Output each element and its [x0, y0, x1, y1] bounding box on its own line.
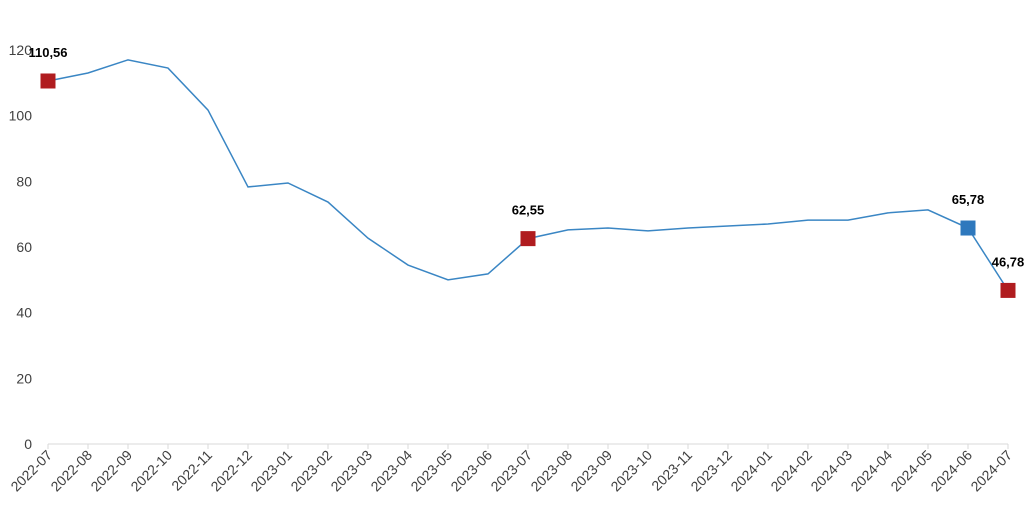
marker [960, 220, 976, 236]
x-tick-label: 2022-11 [168, 447, 215, 494]
x-tick-label: 2023-10 [607, 447, 655, 495]
x-tick-label: 2023-03 [327, 447, 375, 495]
x-tick-label: 2023-11 [648, 447, 695, 494]
x-tick-label: 2023-01 [247, 447, 295, 495]
x-tick-label: 2024-07 [967, 447, 1015, 495]
x-tick-label: 2024-01 [727, 447, 775, 495]
y-tick-label: 20 [16, 370, 32, 386]
y-tick-label: 60 [16, 239, 32, 255]
x-tick-label: 2023-04 [367, 447, 415, 495]
x-tick-label: 2022-09 [87, 447, 135, 495]
y-tick-label: 40 [16, 305, 32, 321]
x-tick-label: 2024-05 [887, 447, 935, 495]
y-tick-label: 0 [24, 436, 32, 452]
marker [1000, 282, 1016, 298]
value-label: 110,56 [28, 45, 67, 60]
x-tick-label: 2024-02 [767, 447, 815, 495]
y-tick-label: 100 [9, 108, 33, 124]
marker [40, 73, 56, 89]
x-tick-label: 2023-07 [487, 447, 535, 495]
marker [520, 231, 536, 247]
y-tick-label: 80 [16, 173, 32, 189]
x-tick-label: 2022-10 [127, 447, 175, 495]
x-tick-label: 2023-12 [687, 447, 735, 495]
value-label: 62,55 [512, 203, 545, 218]
x-tick-label: 2023-06 [447, 447, 495, 495]
x-tick-label: 2022-12 [207, 447, 255, 495]
x-tick-label: 2024-03 [807, 447, 855, 495]
x-tick-label: 2023-08 [527, 447, 575, 495]
x-tick-label: 2023-09 [567, 447, 615, 495]
x-tick-label: 2023-02 [287, 447, 335, 495]
x-tick-label: 2024-04 [847, 447, 895, 495]
x-tick-label: 2022-08 [47, 447, 95, 495]
value-label: 65,78 [952, 192, 985, 207]
line [47, 59, 1009, 291]
y-tick-label: 120 [9, 42, 33, 58]
x-tick-label: 2024-06 [927, 447, 975, 495]
x-tick-label: 2022-07 [7, 447, 55, 495]
x-tick-label: 2023-05 [407, 447, 455, 495]
value-label: 46,78 [992, 254, 1024, 269]
